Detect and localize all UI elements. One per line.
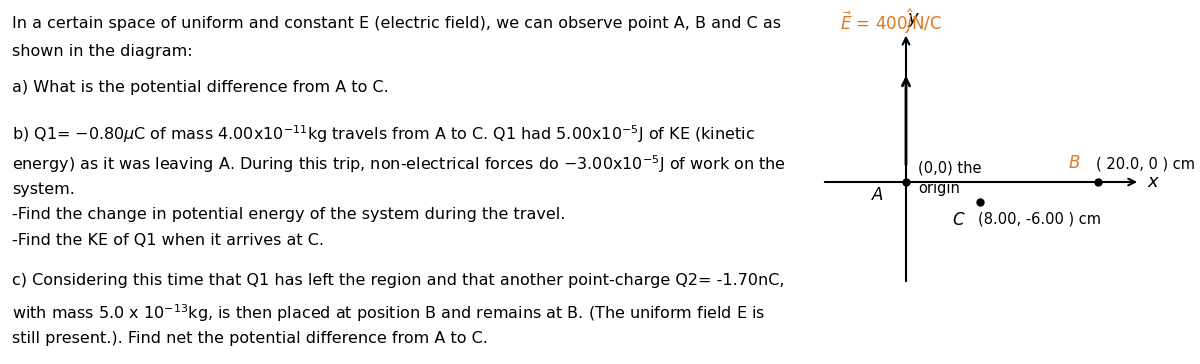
Text: c) Considering this time that Q1 has left the region and that another point-char: c) Considering this time that Q1 has lef… xyxy=(12,273,785,288)
Text: energy) as it was leaving A. During this trip, non-electrical forces do $-$3.00x: energy) as it was leaving A. During this… xyxy=(12,153,786,175)
Text: with mass 5.0 x 10$^{-13}$kg, is then placed at position B and remains at B. (Th: with mass 5.0 x 10$^{-13}$kg, is then pl… xyxy=(12,302,766,324)
Text: b) Q1= $-$0.80$\mu$C of mass 4.00x10$^{-11}$kg travels from A to C. Q1 had 5.00x: b) Q1= $-$0.80$\mu$C of mass 4.00x10$^{-… xyxy=(12,124,755,146)
Text: shown in the diagram:: shown in the diagram: xyxy=(12,44,193,59)
Text: $C$: $C$ xyxy=(953,211,966,229)
Text: (0,0) the: (0,0) the xyxy=(918,161,982,175)
Text: -Find the change in potential energy of the system during the travel.: -Find the change in potential energy of … xyxy=(12,207,565,222)
Text: In a certain space of uniform and constant E (electric field), we can observe po: In a certain space of uniform and consta… xyxy=(12,16,781,31)
Text: origin: origin xyxy=(918,181,960,196)
Text: $\vec{E}$ = 400$\hat{j}$N/C: $\vec{E}$ = 400$\hat{j}$N/C xyxy=(840,8,942,36)
Text: $A$: $A$ xyxy=(871,186,884,203)
Text: -Find the KE of Q1 when it arrives at C.: -Find the KE of Q1 when it arrives at C. xyxy=(12,233,324,248)
Text: still present.). Find net the potential difference from A to C.: still present.). Find net the potential … xyxy=(12,331,488,346)
Text: a) What is the potential difference from A to C.: a) What is the potential difference from… xyxy=(12,80,389,95)
Text: ( 20.0, 0 ) cm: ( 20.0, 0 ) cm xyxy=(1096,157,1195,172)
Text: $B$: $B$ xyxy=(1068,154,1080,172)
Text: system.: system. xyxy=(12,182,74,197)
Text: (8.00, -6.00 ) cm: (8.00, -6.00 ) cm xyxy=(978,211,1102,226)
Text: $x$: $x$ xyxy=(1147,173,1160,191)
Text: $y$: $y$ xyxy=(906,11,920,29)
